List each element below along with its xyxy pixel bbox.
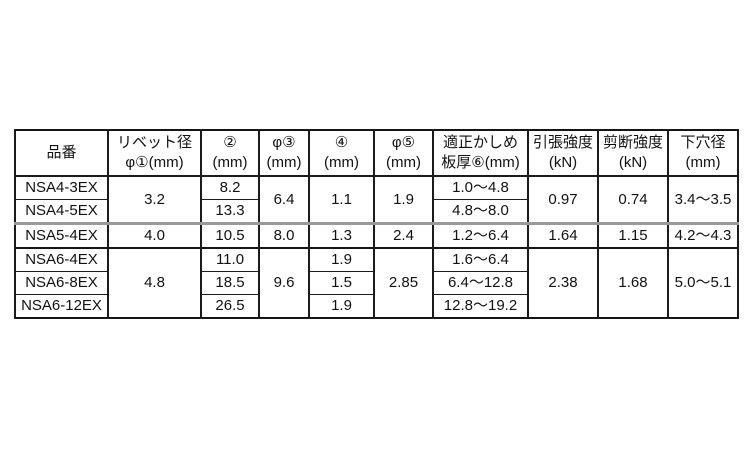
table-row-nsa6-4ex: NSA6-4EX 4.8 11.0 9.6 1.9 2.85 1.6～6.4 2… bbox=[14, 247, 739, 319]
cell-hole-dia: 4.2～4.3 bbox=[667, 222, 739, 249]
cell-tensile-strength: 2.38 bbox=[527, 247, 599, 319]
cell-dim4: 1.9 bbox=[308, 294, 375, 319]
cell-hole-dia: 3.4～3.5 bbox=[667, 175, 739, 224]
cell-grip-range: 12.8～19.2 bbox=[432, 294, 529, 319]
cell-dim3: 6.4 bbox=[258, 175, 310, 224]
col-header-hole-line2: (mm) bbox=[685, 154, 721, 171]
cell-shear-strength: 0.74 bbox=[597, 175, 669, 224]
cell-dim3: 9.6 bbox=[258, 247, 310, 319]
col-header-grip-range-line1: 適正かしめ bbox=[442, 134, 518, 151]
cell-dim2: 13.3 bbox=[200, 199, 260, 224]
cell-dim2: 10.5 bbox=[200, 222, 260, 249]
col-header-grip-range: 適正かしめ 板厚⑥(mm) bbox=[432, 129, 529, 177]
col-header-grip-range-line2: 板厚⑥(mm) bbox=[441, 154, 520, 171]
cell-grip-range: 6.4～12.8 bbox=[432, 271, 529, 295]
col-header-rivet-dia-line2: φ①(mm) bbox=[125, 154, 184, 171]
table-row-nsa6-8ex: NSA6-8EX 18.5 1.5 6.4～12.8 bbox=[14, 271, 738, 295]
col-header-part: 品番 bbox=[14, 129, 109, 177]
cell-part-number: NSA6-8EX bbox=[14, 271, 109, 295]
cell-dim2: 11.0 bbox=[200, 247, 260, 272]
cell-dim2: 8.2 bbox=[200, 175, 260, 200]
table-row-nsa4-5ex: NSA4-5EX 13.3 4.8～8.0 bbox=[14, 199, 738, 224]
cell-grip-range: 4.8～8.0 bbox=[432, 199, 529, 224]
col-header-dim2-line2: (mm) bbox=[212, 154, 248, 171]
table-row-nsa6-12ex: NSA6-12EX 26.5 1.9 12.8～19.2 bbox=[14, 294, 738, 319]
cell-part-number: NSA4-3EX bbox=[14, 175, 109, 200]
col-header-dim5-line1: φ⑤ bbox=[391, 134, 416, 151]
col-header-dim3: φ③ (mm) bbox=[258, 129, 310, 177]
cell-part-number: NSA4-5EX bbox=[14, 199, 109, 224]
col-header-dim3-line1: φ③ bbox=[272, 134, 296, 151]
cell-rivet-dia: 4.0 bbox=[107, 222, 202, 249]
cell-dim2: 18.5 bbox=[200, 271, 260, 295]
cell-dim4: 1.3 bbox=[308, 222, 375, 249]
col-header-rivet-dia-line1: リベット径 bbox=[116, 134, 192, 151]
cell-rivet-dia: 4.8 bbox=[107, 247, 202, 319]
col-header-dim4-line1: ④ bbox=[334, 134, 349, 151]
col-header-dim4: ④ (mm) bbox=[308, 129, 375, 177]
cell-part-number: NSA6-12EX bbox=[14, 294, 109, 319]
col-header-tensile-line2: (kN) bbox=[548, 154, 578, 171]
col-header-hole: 下穴径 (mm) bbox=[667, 129, 739, 177]
cell-dim5: 2.4 bbox=[373, 222, 434, 249]
col-header-shear-line1: 剪断強度 bbox=[602, 134, 663, 151]
cell-dim5: 1.9 bbox=[373, 175, 434, 224]
cell-dim4: 1.1 bbox=[308, 175, 375, 224]
cell-shear-strength: 1.68 bbox=[597, 247, 669, 319]
header-row: 品番 リベット径 φ①(mm) ② (mm) φ③ (mm) ④ (mm) bbox=[14, 129, 739, 177]
cell-tensile-strength: 1.64 bbox=[527, 222, 599, 249]
rivet-spec-table: 品番 リベット径 φ①(mm) ② (mm) φ③ (mm) ④ (mm) bbox=[14, 129, 739, 319]
cell-dim4: 1.9 bbox=[308, 247, 375, 272]
cell-dim4: 1.5 bbox=[308, 271, 375, 295]
col-header-dim2: ② (mm) bbox=[200, 129, 260, 177]
cell-grip-range: 1.0～4.8 bbox=[432, 175, 529, 200]
table-row-nsa5-4ex: NSA5-4EX 4.0 10.5 8.0 1.3 2.4 1.2～6.4 1.… bbox=[14, 222, 739, 249]
cell-grip-range: 1.2～6.4 bbox=[432, 222, 529, 249]
col-header-tensile: 引張強度 (kN) bbox=[527, 129, 599, 177]
col-header-dim2-line1: ② bbox=[223, 134, 237, 151]
cell-tensile-strength: 0.97 bbox=[527, 175, 599, 224]
col-header-part-line1: 品番 bbox=[46, 144, 77, 161]
col-header-shear: 剪断強度 (kN) bbox=[597, 129, 669, 177]
col-header-dim4-line2: (mm) bbox=[324, 154, 359, 171]
col-header-dim3-line2: (mm) bbox=[266, 154, 302, 171]
cell-dim5: 2.85 bbox=[373, 247, 434, 319]
table-row-nsa4-3ex: NSA4-3EX 3.2 8.2 6.4 1.1 1.9 1.0～4.8 0.9… bbox=[14, 175, 739, 224]
cell-part-number: NSA5-4EX bbox=[14, 222, 109, 249]
col-header-dim5: φ⑤ (mm) bbox=[373, 129, 434, 177]
col-header-rivet-dia: リベット径 φ①(mm) bbox=[107, 129, 202, 177]
cell-part-number: NSA6-4EX bbox=[14, 247, 109, 272]
cell-dim3: 8.0 bbox=[258, 222, 310, 249]
col-header-dim5-line2: (mm) bbox=[386, 154, 421, 171]
cell-dim2: 26.5 bbox=[200, 294, 260, 319]
cell-shear-strength: 1.15 bbox=[597, 222, 669, 249]
col-header-shear-line2: (kN) bbox=[618, 154, 648, 171]
col-header-hole-line1: 下穴径 bbox=[680, 134, 726, 151]
cell-grip-range: 1.6～6.4 bbox=[432, 247, 529, 272]
col-header-tensile-line1: 引張強度 bbox=[532, 134, 593, 151]
cell-rivet-dia: 3.2 bbox=[107, 175, 202, 224]
cell-hole-dia: 5.0～5.1 bbox=[667, 247, 739, 319]
